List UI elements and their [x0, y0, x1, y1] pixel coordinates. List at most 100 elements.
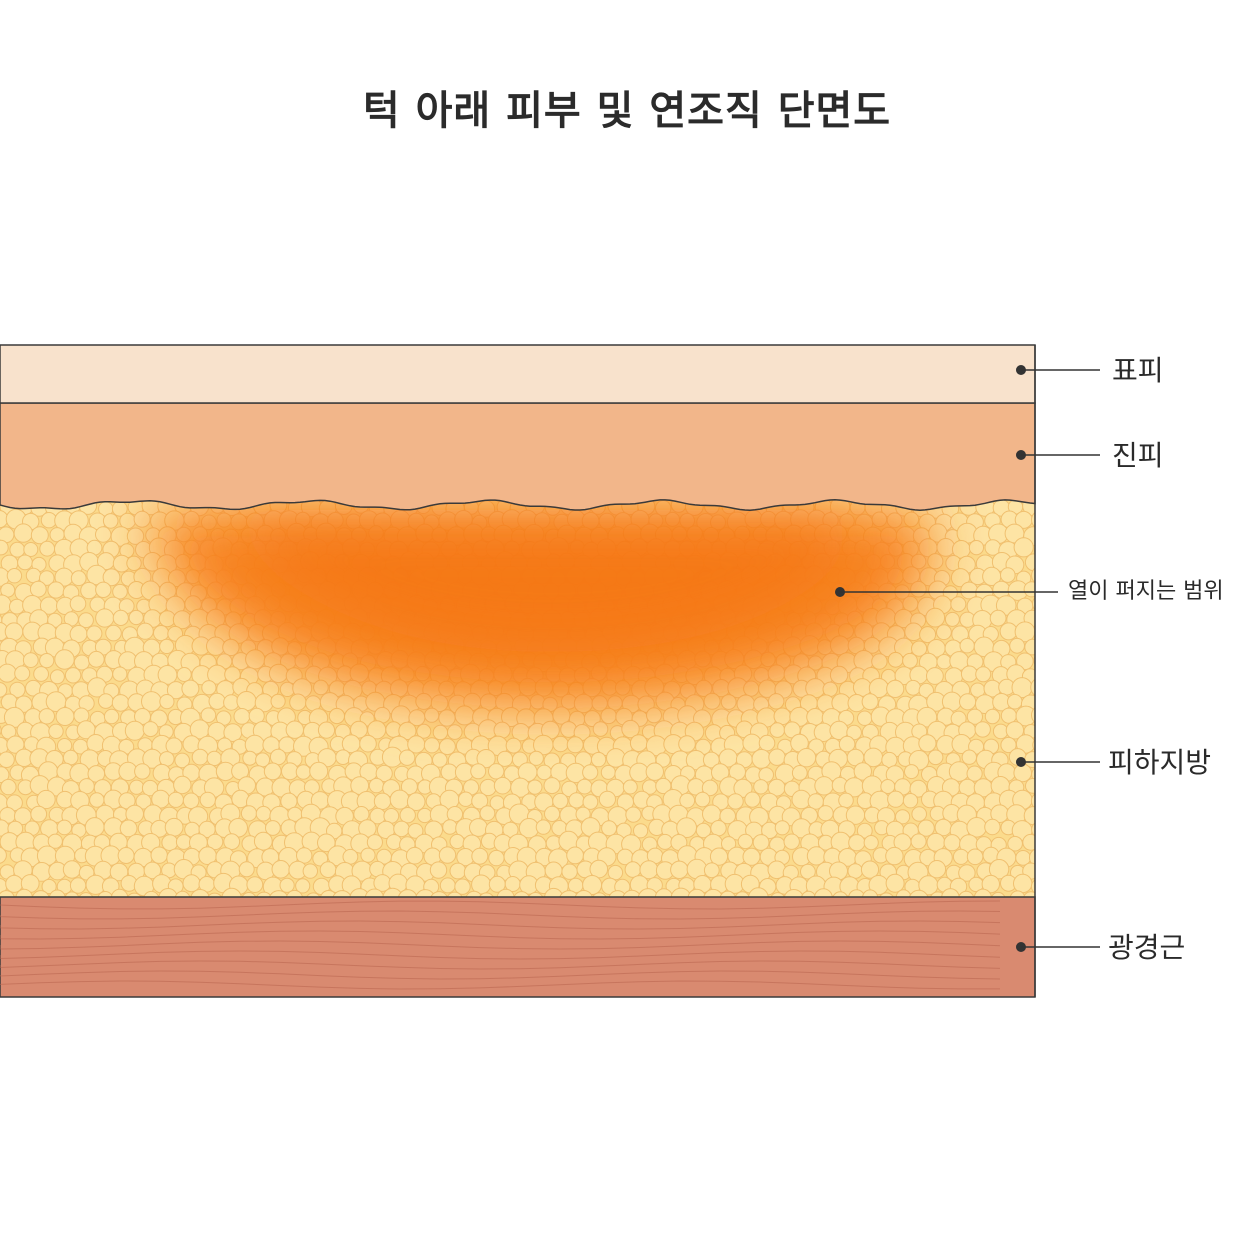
fat-cell: [241, 892, 257, 897]
fat-cell: [911, 640, 928, 657]
fat-cell: [694, 791, 711, 808]
fat-cell: [1040, 863, 1056, 879]
fat-cell: [476, 749, 496, 769]
fat-cell: [752, 834, 770, 851]
fat-cell: [552, 792, 569, 810]
fat-cell: [734, 891, 751, 897]
fat-cell: [439, 877, 456, 894]
fat-cell: [87, 650, 105, 668]
fat-cell: [1000, 567, 1016, 583]
fat-cell: [919, 626, 937, 644]
fat-cell: [999, 622, 1018, 641]
fat-cell: [817, 805, 834, 822]
dermis-layer: [0, 402, 1036, 511]
fat-cell: [904, 764, 919, 780]
fat-cell: [847, 863, 864, 879]
fat-cell: [111, 888, 129, 897]
fat-cell: [182, 792, 200, 810]
fat-cell: [496, 888, 515, 897]
fat-cell: [637, 888, 659, 897]
fat-cell: [386, 834, 402, 850]
fat-cell: [1009, 637, 1025, 654]
fat-cell: [221, 887, 242, 897]
fat-cell: [657, 833, 673, 850]
fat-cell: [742, 847, 761, 866]
muscle-fiber: [0, 970, 1001, 980]
fat-cell: [1040, 697, 1054, 711]
fat-cell: [349, 888, 370, 897]
fat-cell: [1023, 581, 1035, 598]
fat-cell: [856, 822, 873, 839]
fat-cell: [295, 764, 312, 780]
fat-cell: [758, 734, 776, 752]
fat-cell: [105, 624, 122, 642]
fat-cell: [102, 513, 119, 529]
fat-cell: [159, 638, 175, 655]
fat-cell: [814, 776, 834, 796]
fat-cell: [608, 890, 627, 897]
fat-cell: [174, 752, 190, 769]
fat-cell: [176, 667, 192, 682]
fat-cell: [1009, 890, 1026, 897]
fat-cell: [143, 861, 162, 880]
fat-cell: [535, 819, 552, 835]
fat-cell: [911, 806, 928, 822]
fat-cell: [719, 890, 737, 897]
fat-cell: [721, 836, 737, 852]
fat-cell: [199, 791, 217, 809]
fat-cell: [536, 764, 553, 781]
fat-cell: [233, 708, 251, 725]
leader-fat: [1016, 757, 1100, 767]
fat-cell: [359, 734, 377, 753]
fat-cell: [41, 878, 57, 895]
fat-cell: [14, 665, 31, 682]
fat-cell: [918, 734, 937, 753]
fat-cell: [89, 792, 105, 808]
fat-cell: [1031, 821, 1035, 838]
fat-cell: [944, 611, 960, 627]
fat-cell: [916, 706, 938, 728]
fat-cell: [598, 790, 617, 808]
fat-cell: [1048, 793, 1064, 809]
fat-cell: [57, 738, 73, 754]
fat-cell: [429, 891, 449, 897]
fat-cell: [1033, 652, 1035, 669]
fat-cell: [70, 570, 87, 587]
fat-cell: [1046, 596, 1064, 614]
fat-cell: [295, 878, 311, 894]
fat-cell: [988, 859, 1010, 880]
fat-cell: [208, 692, 226, 710]
fat-cell: [975, 666, 992, 683]
fat-cell: [600, 764, 616, 780]
fat-cell: [1046, 653, 1063, 670]
fat-cell: [1051, 569, 1065, 583]
fat-cell: [313, 679, 329, 696]
fat-cell: [926, 667, 944, 685]
fat-cell: [1030, 878, 1035, 895]
fat-cell: [255, 805, 272, 822]
fat-cell: [908, 889, 930, 897]
fat-cell: [1038, 497, 1056, 515]
fat-cell: [848, 889, 865, 897]
fat-cell: [366, 834, 383, 851]
fat-cell: [950, 596, 967, 613]
fat-cell: [543, 777, 561, 795]
fat-cell: [175, 834, 192, 850]
fat-cell: [1047, 680, 1064, 697]
fat-cell: [238, 861, 255, 878]
fat-cell: [399, 807, 416, 824]
fat-cell: [990, 891, 1006, 897]
fat-cell: [582, 794, 599, 810]
fat-cell: [678, 735, 696, 753]
fat-cell: [558, 890, 580, 897]
fat-cell: [958, 890, 975, 897]
fat-cell: [270, 693, 286, 709]
epidermis-layer: [0, 344, 1036, 404]
muscle-fiber: [0, 950, 1001, 960]
fat-cell: [959, 638, 975, 654]
fat-cell: [9, 598, 25, 615]
fat-cell: [360, 847, 376, 863]
fat-cell: [566, 846, 584, 865]
fat-cell: [206, 892, 224, 897]
fat-cell: [0, 890, 15, 897]
